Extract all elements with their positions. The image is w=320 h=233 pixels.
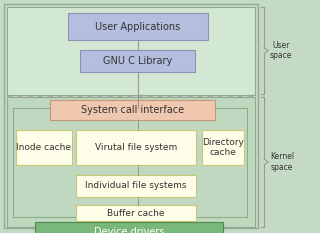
Bar — [4, 4, 258, 228]
Bar — [80, 50, 195, 72]
Text: Buffer cache: Buffer cache — [107, 209, 165, 217]
Text: Kernel
space: Kernel space — [270, 152, 294, 172]
Bar — [76, 205, 196, 221]
Text: User
space: User space — [270, 41, 292, 60]
Bar — [76, 130, 196, 165]
Text: Inode cache: Inode cache — [17, 143, 71, 152]
Bar — [13, 108, 247, 217]
Bar — [50, 100, 215, 120]
Bar — [202, 130, 244, 165]
Text: Device drivers: Device drivers — [94, 227, 164, 233]
Bar — [16, 130, 72, 165]
Bar — [76, 175, 196, 197]
Text: User Applications: User Applications — [95, 21, 180, 31]
Text: System call interface: System call interface — [81, 105, 184, 115]
Bar — [7, 97, 255, 227]
Text: GNU C Library: GNU C Library — [103, 56, 172, 66]
Text: Individual file systems: Individual file systems — [85, 182, 187, 191]
Text: Virutal file system: Virutal file system — [95, 143, 177, 152]
Bar — [7, 7, 255, 95]
Bar — [35, 222, 223, 233]
Text: Directory
cache: Directory cache — [202, 138, 244, 157]
Bar — [68, 13, 208, 40]
